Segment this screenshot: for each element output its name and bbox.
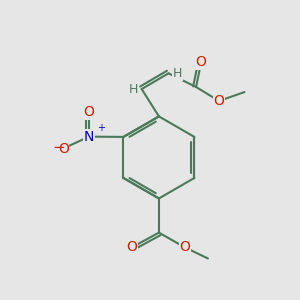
- Text: O: O: [58, 142, 69, 155]
- Text: H: H: [173, 67, 182, 80]
- Text: O: O: [126, 241, 137, 254]
- Text: O: O: [180, 241, 190, 254]
- Text: H: H: [129, 82, 138, 96]
- Text: N: N: [84, 130, 94, 144]
- Text: O: O: [196, 55, 207, 69]
- Text: −: −: [52, 140, 65, 154]
- Text: O: O: [214, 94, 224, 108]
- Text: O: O: [84, 105, 94, 119]
- Text: +: +: [98, 123, 105, 133]
